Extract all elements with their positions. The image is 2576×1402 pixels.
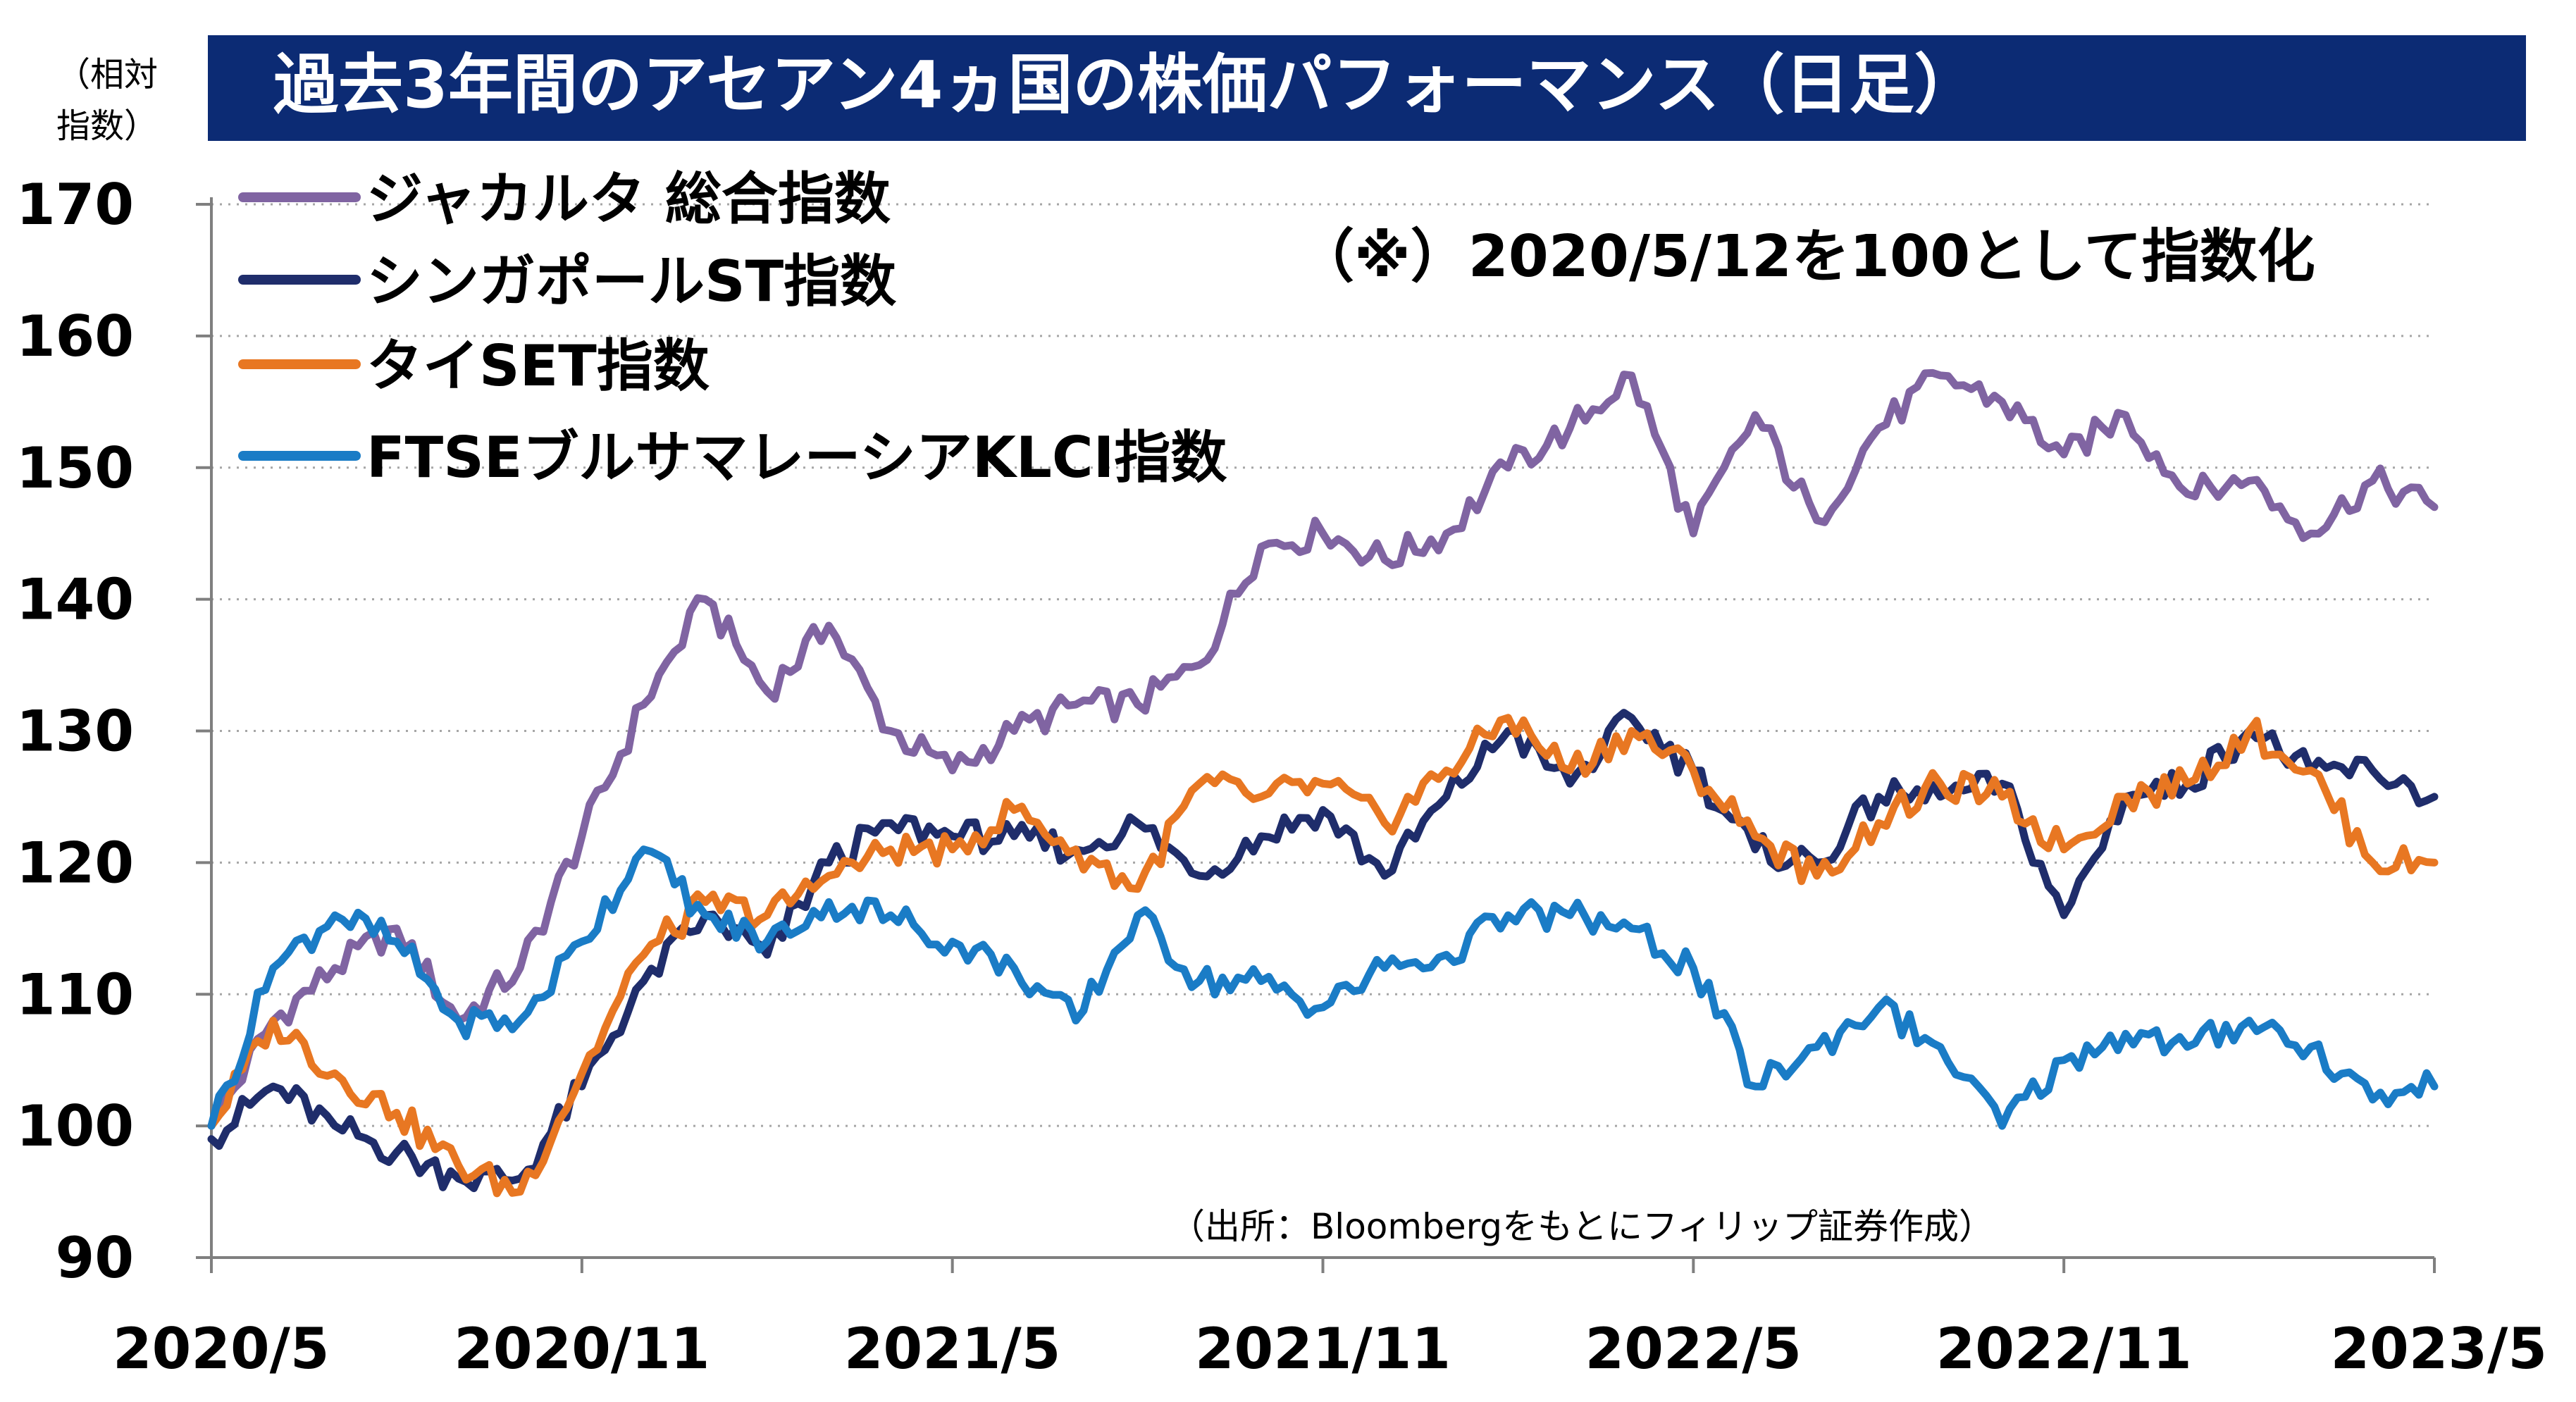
x-tick-label: 2023/5 — [2330, 1316, 2547, 1382]
y-tick-label: 150 — [16, 435, 134, 501]
y-tick-label: 100 — [16, 1093, 134, 1159]
gridlines — [211, 203, 2434, 1127]
source-note: （出所：Bloombergをもとにフィリップ証券作成） — [1170, 1206, 1994, 1247]
y-axis-label-line-2: 指数） — [56, 106, 158, 146]
chart-note: （※）2020/5/12を100として指数化 — [1296, 223, 2315, 290]
series-line-1 — [207, 368, 2439, 1130]
x-tick-label: 2020/11 — [454, 1316, 710, 1382]
chart-title: 過去3年間のアセアン4ヵ国の株価パフォーマンス（日足） — [273, 47, 1979, 123]
series-line-3 — [207, 714, 2439, 1198]
y-tick-label: 90 — [56, 1225, 134, 1291]
x-tick-label: 2021/11 — [1195, 1316, 1451, 1382]
y-tick-label: 110 — [16, 962, 134, 1027]
x-tick-label: 2021/5 — [844, 1316, 1061, 1382]
series-line-4 — [207, 845, 2439, 1130]
y-axis-label-line-1: （相対 — [56, 55, 158, 94]
legend-label-4: FTSEブルサマレーシアKLCI指数 — [366, 425, 1227, 490]
series-line-2 — [207, 709, 2439, 1193]
title-banner — [208, 35, 2526, 141]
series-lines — [207, 368, 2439, 1198]
legend-label-2: シンガポールST指数 — [366, 249, 896, 314]
y-tick-label: 140 — [16, 567, 134, 633]
x-tick-label: 2020/5 — [113, 1316, 330, 1382]
y-tick-label: 160 — [16, 304, 134, 369]
y-tick-label: 130 — [16, 699, 134, 764]
legend-label-1: ジャカルタ 総合指数 — [366, 166, 891, 232]
axes: 90 100 110 120 130 140 150 160 170 2020/5 2020/11 2… — [16, 172, 2547, 1382]
y-tick-label: 120 — [16, 830, 134, 895]
y-tick-label: 170 — [16, 172, 134, 237]
x-tick-label: 2022/11 — [1936, 1316, 2192, 1382]
x-tick-label: 2022/5 — [1585, 1316, 1802, 1382]
legend-label-3: タイSET指数 — [366, 333, 710, 399]
